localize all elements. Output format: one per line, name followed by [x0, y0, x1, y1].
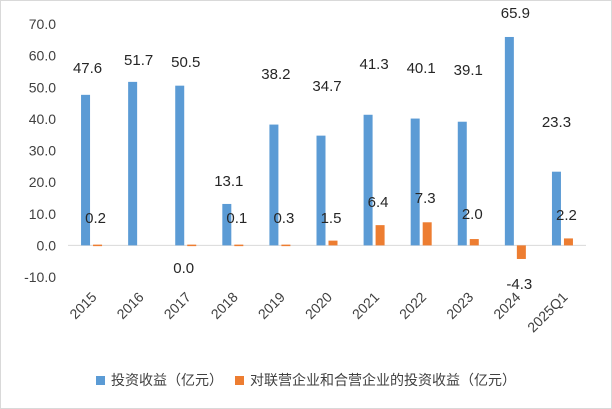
data-label-investment-income: 47.6 — [73, 60, 102, 77]
x-tick-label: 2019 — [255, 289, 288, 322]
x-tick-label: 2015 — [66, 289, 99, 322]
y-tick-label: 60.0 — [29, 48, 56, 64]
y-tick-label: 40.0 — [29, 111, 56, 127]
bar-associate-income — [375, 225, 385, 246]
bar-associate-income — [516, 245, 526, 259]
bar-associate-income — [328, 240, 338, 246]
y-tick-label: 70.0 — [29, 16, 56, 32]
data-label-associate-income: 2.0 — [462, 206, 483, 223]
x-tick-label: 2020 — [302, 289, 335, 322]
y-tick-label: -10.0 — [24, 269, 56, 285]
bar-investment-income — [175, 85, 185, 246]
data-label-associate-income: 0.1 — [226, 210, 247, 227]
legend-swatch-associate-income — [235, 375, 244, 385]
data-label-investment-income: 51.7 — [124, 52, 153, 69]
data-label-investment-income: 13.1 — [214, 173, 243, 190]
data-label-investment-income: 23.3 — [542, 114, 571, 131]
data-label-investment-income: 41.3 — [359, 56, 388, 73]
data-label-associate-income: -4.3 — [506, 276, 532, 293]
bar-investment-income — [363, 114, 373, 246]
y-tick-label: 10.0 — [29, 206, 56, 222]
x-tick-label: 2024 — [490, 289, 523, 322]
data-label-investment-income: 65.9 — [501, 5, 530, 22]
y-tick-label: 20.0 — [29, 174, 56, 190]
legend-label-associate-income: 对联营企业和合营企业的投资收益（亿元） — [250, 373, 516, 389]
bar-associate-income — [563, 238, 573, 246]
legend: 投资收益（亿元） 对联营企业和合营企业的投资收益（亿元） — [0, 370, 612, 390]
data-label-investment-income: 50.5 — [171, 54, 200, 71]
data-label-associate-income: 7.3 — [415, 190, 436, 207]
bar-associate-income — [422, 222, 432, 246]
bar-associate-income — [234, 244, 244, 247]
data-label-associate-income: 6.4 — [368, 194, 389, 211]
x-tick-label: 2021 — [349, 289, 382, 322]
data-label-associate-income: 0.3 — [273, 210, 294, 227]
data-label-investment-income: 38.2 — [261, 66, 290, 83]
legend-item-investment-income: 投资收益（亿元） — [96, 370, 223, 390]
data-label-associate-income: 0.0 — [173, 260, 194, 277]
bar-associate-income — [281, 244, 291, 247]
bar-investment-income — [81, 94, 91, 246]
y-tick-label: 50.0 — [29, 79, 56, 95]
y-tick-label: 30.0 — [29, 143, 56, 159]
x-tick-label: 2023 — [443, 289, 476, 322]
data-label-investment-income: 39.1 — [454, 62, 483, 79]
bar-investment-income — [269, 124, 279, 246]
bar-associate-income — [187, 244, 197, 247]
bar-investment-income — [457, 121, 467, 246]
x-tick-label: 2025Q1 — [524, 289, 571, 336]
x-tick-label: 2022 — [396, 289, 429, 322]
bar-investment-income — [551, 171, 561, 246]
legend-item-associate-income: 对联营企业和合营企业的投资收益（亿元） — [235, 370, 516, 390]
legend-label-investment-income: 投资收益（亿元） — [111, 373, 223, 389]
bar-investment-income — [128, 81, 138, 246]
bar-associate-income — [469, 239, 479, 246]
data-label-associate-income: 2.2 — [556, 207, 577, 224]
legend-swatch-investment-income — [96, 375, 105, 385]
data-label-investment-income: 40.1 — [407, 60, 436, 77]
bar-investment-income — [222, 203, 232, 246]
data-label-associate-income: 0.2 — [85, 210, 106, 227]
x-tick-label: 2016 — [113, 289, 146, 322]
x-tick-label: 2017 — [161, 289, 194, 322]
data-label-investment-income: 34.7 — [312, 78, 341, 95]
bar-investment-income — [316, 135, 326, 246]
x-tick-label: 2018 — [208, 289, 241, 322]
data-label-associate-income: 1.5 — [321, 210, 342, 227]
bar-investment-income — [504, 36, 514, 246]
y-tick-label: 0.0 — [37, 237, 57, 253]
bar-investment-income — [410, 118, 420, 246]
bar-associate-income — [93, 244, 103, 247]
